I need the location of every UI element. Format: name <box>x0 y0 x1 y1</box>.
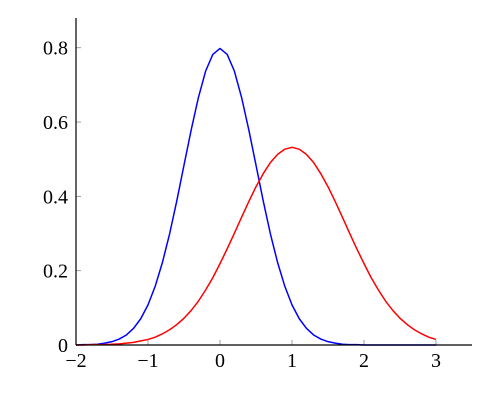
x-tick-label: −1 <box>137 350 158 372</box>
y-tick-label: 0.8 <box>43 38 68 60</box>
x-tick-label: 1 <box>287 350 297 372</box>
x-tick-label: 3 <box>431 350 441 372</box>
x-tick-label: −2 <box>65 350 86 372</box>
y-tick-label: 0.2 <box>43 261 68 283</box>
x-tick-label: 0 <box>215 350 225 372</box>
y-tick-label: 0.4 <box>43 186 68 208</box>
x-tick-label: 2 <box>359 350 369 372</box>
line-series <box>76 146 437 346</box>
line-series <box>75 47 436 346</box>
y-tick-label: 0.6 <box>43 112 68 134</box>
y-tick-label: 0 <box>58 335 68 357</box>
